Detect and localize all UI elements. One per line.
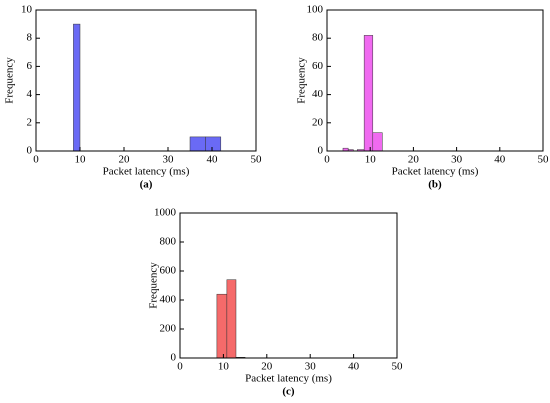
y-tick-label: 0 (171, 352, 177, 364)
y-tick-label: 80 (312, 32, 324, 44)
y-tick-label: 1000 (154, 207, 177, 219)
y-tick-label: 4 (27, 88, 33, 100)
x-axis-label: Packet latency (ms) (392, 166, 479, 178)
x-tick-label: 40 (494, 154, 506, 166)
x-axis-label: Packet latency (ms) (245, 373, 332, 385)
x-tick-label: 20 (408, 154, 420, 166)
y-tick-label: 6 (27, 60, 33, 72)
y-axis-label: Frequency (148, 262, 160, 309)
y-axis-label: Frequency (4, 57, 16, 104)
y-tick-label: 0 (318, 145, 324, 157)
x-tick-label: 0 (177, 361, 183, 373)
y-tick-label: 8 (27, 32, 33, 44)
axis-box (326, 9, 544, 152)
x-tick-label: 20 (261, 361, 273, 373)
caption: (a) (140, 179, 153, 191)
y-tick-label: 200 (160, 323, 177, 335)
bar (372, 132, 383, 152)
axis-box (179, 212, 398, 359)
y-tick-label: 2 (27, 116, 33, 128)
y-tick-label: 600 (160, 265, 177, 277)
x-tick-label: 40 (348, 361, 360, 373)
x-axis-label: Packet latency (ms) (103, 166, 190, 178)
y-tick-label: 10 (21, 4, 33, 16)
bar (226, 279, 237, 359)
x-tick-label: 30 (163, 154, 175, 166)
bar (189, 136, 206, 152)
axis-box (35, 9, 257, 152)
x-tick-label: 0 (324, 154, 330, 166)
y-tick-label: 800 (160, 236, 177, 248)
caption: (b) (428, 179, 442, 191)
y-tick-label: 400 (160, 294, 177, 306)
x-tick-label: 30 (305, 361, 317, 373)
x-tick-label: 20 (119, 154, 131, 166)
y-tick-label: 20 (312, 116, 324, 128)
x-tick-label: 50 (538, 154, 550, 166)
x-tick-label: 30 (451, 154, 463, 166)
bar (363, 35, 374, 152)
x-tick-label: 40 (207, 154, 219, 166)
bar (73, 23, 81, 152)
x-tick-label: 50 (392, 361, 404, 373)
x-tick-label: 10 (75, 154, 87, 166)
x-tick-label: 10 (365, 154, 377, 166)
y-axis-label: Frequency (296, 57, 308, 104)
x-tick-label: 10 (218, 361, 230, 373)
y-tick-label: 40 (312, 88, 324, 100)
x-tick-label: 0 (33, 154, 39, 166)
caption: (c) (282, 386, 295, 398)
bar (216, 293, 228, 359)
bar (205, 136, 222, 152)
y-tick-label: 100 (307, 4, 324, 16)
y-tick-label: 0 (27, 145, 33, 157)
x-tick-label: 50 (251, 154, 263, 166)
y-tick-label: 60 (312, 60, 324, 72)
